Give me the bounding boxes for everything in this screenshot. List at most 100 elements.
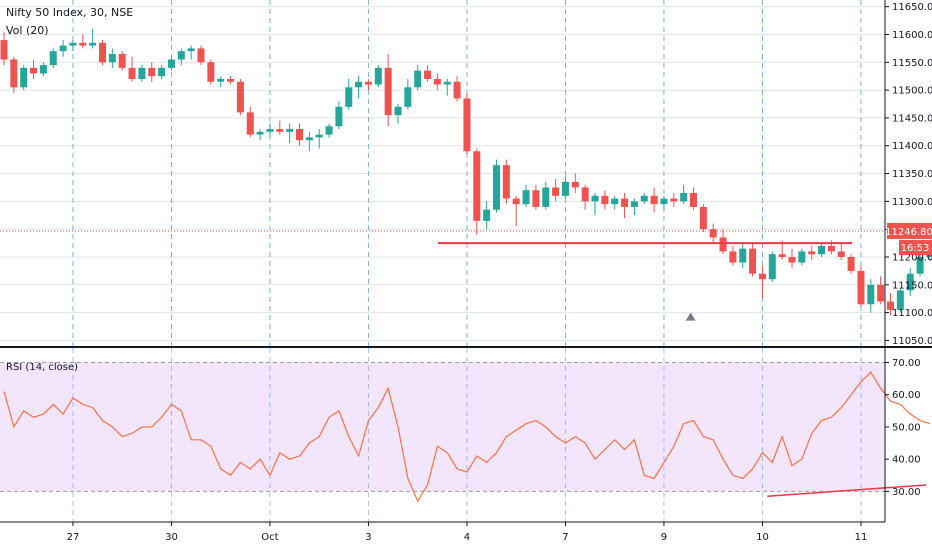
candle[interactable] [601, 195, 609, 205]
candle[interactable] [443, 81, 451, 85]
candle[interactable] [906, 273, 914, 291]
candle[interactable] [483, 209, 491, 221]
candle[interactable] [709, 229, 717, 238]
candle[interactable] [591, 195, 599, 202]
candle[interactable] [335, 106, 343, 127]
candle[interactable] [640, 195, 648, 202]
candle[interactable] [414, 70, 422, 88]
candle[interactable] [394, 106, 402, 116]
candle[interactable] [236, 81, 244, 113]
candle[interactable] [729, 251, 737, 263]
candle[interactable] [660, 198, 668, 205]
candle[interactable] [877, 284, 885, 302]
candle[interactable] [246, 112, 254, 135]
candle[interactable] [118, 53, 126, 68]
candle[interactable] [522, 190, 530, 205]
candle[interactable] [680, 193, 688, 202]
candle[interactable] [818, 245, 826, 255]
candle[interactable] [345, 87, 353, 107]
candle[interactable] [10, 59, 18, 88]
candle[interactable] [177, 51, 185, 60]
candle[interactable] [276, 129, 284, 132]
candle[interactable] [581, 187, 589, 202]
candle[interactable] [128, 67, 136, 79]
time-axis[interactable]: 27 30 Oct 3 4 7 9 10 11 [0, 521, 885, 543]
candle[interactable] [315, 134, 323, 138]
rsi-line[interactable] [3, 371, 931, 503]
candle[interactable] [217, 78, 225, 82]
candle[interactable] [857, 270, 865, 305]
candle[interactable] [867, 284, 875, 305]
candle[interactable] [719, 237, 727, 252]
candle[interactable] [256, 131, 264, 135]
candle[interactable] [847, 256, 855, 271]
candle[interactable] [187, 48, 195, 52]
candle[interactable] [69, 42, 77, 46]
candle[interactable] [473, 151, 481, 221]
candle[interactable] [542, 187, 550, 207]
candle[interactable] [630, 201, 638, 207]
candle[interactable] [670, 198, 678, 202]
candle[interactable] [167, 59, 175, 68]
candle[interactable] [896, 290, 904, 310]
candle[interactable] [758, 273, 766, 280]
candle[interactable] [99, 42, 106, 63]
candle[interactable] [364, 81, 372, 85]
candle[interactable] [433, 78, 441, 85]
candle[interactable] [89, 42, 97, 46]
candle[interactable] [404, 87, 412, 107]
candle[interactable] [227, 78, 235, 82]
candle[interactable] [148, 67, 156, 77]
candle[interactable] [512, 198, 520, 205]
candle[interactable] [424, 70, 432, 79]
candle[interactable] [296, 129, 303, 141]
price-axis[interactable]: 11050.0011100.0011150.0011200.0011250.00… [884, 0, 932, 347]
candle[interactable] [59, 45, 67, 52]
candle[interactable] [355, 81, 363, 88]
candle[interactable] [749, 248, 757, 274]
candle[interactable] [463, 98, 471, 152]
candle[interactable] [0, 40, 8, 60]
candle[interactable] [502, 165, 510, 199]
candle[interactable] [808, 251, 816, 255]
candle[interactable] [138, 67, 146, 79]
candle[interactable] [788, 256, 796, 263]
candle[interactable] [39, 65, 47, 74]
candle[interactable] [266, 129, 274, 132]
candle[interactable] [286, 129, 294, 132]
candle[interactable] [690, 193, 697, 207]
candle[interactable] [79, 42, 87, 46]
candle[interactable] [650, 195, 658, 205]
candle[interactable] [887, 301, 894, 310]
candle[interactable] [374, 67, 382, 85]
candle[interactable] [197, 48, 205, 63]
volume-legend[interactable]: Vol (20) [6, 24, 49, 37]
candle[interactable] [552, 187, 560, 196]
candle[interactable] [207, 62, 215, 82]
candle[interactable] [384, 67, 392, 116]
candle[interactable] [699, 206, 707, 230]
rsi-legend[interactable]: RSI (14, close) [6, 362, 78, 373]
candle[interactable] [532, 190, 540, 207]
candle[interactable] [611, 198, 619, 205]
candle[interactable] [571, 181, 579, 188]
candle[interactable] [325, 126, 333, 135]
candle[interactable] [20, 67, 28, 88]
candle[interactable] [108, 53, 116, 63]
symbol-legend[interactable]: Nifty 50 Index, 30, NSE [6, 6, 133, 19]
candle[interactable] [305, 137, 313, 141]
candle[interactable] [916, 256, 924, 274]
candle[interactable] [561, 181, 569, 196]
candle[interactable] [827, 245, 835, 252]
candle[interactable] [49, 51, 57, 66]
candle[interactable] [30, 67, 38, 74]
candle[interactable] [837, 251, 845, 257]
candle[interactable] [158, 67, 166, 77]
candle[interactable] [453, 81, 461, 99]
candle[interactable] [798, 251, 806, 263]
candle[interactable] [493, 165, 500, 210]
candle[interactable] [768, 254, 776, 280]
candle[interactable] [621, 198, 629, 207]
rsi-trendline[interactable] [767, 484, 927, 497]
rsi-axis[interactable]: 30.00 40.00 50.00 60.00 70.00 [884, 348, 921, 522]
